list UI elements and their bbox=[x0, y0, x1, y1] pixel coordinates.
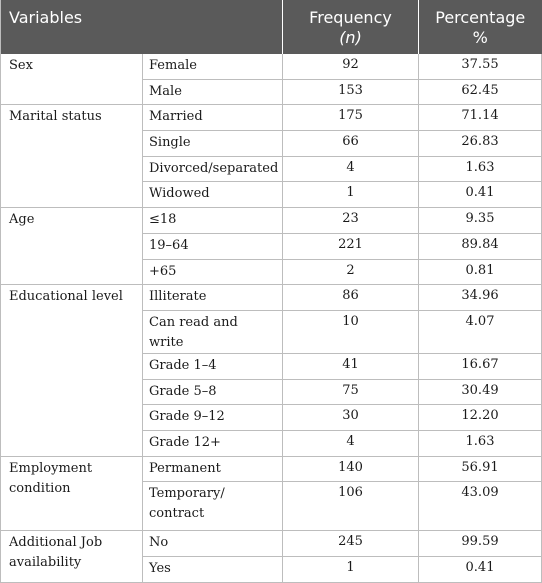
category-cell: Grade 9–12 bbox=[142, 404, 283, 431]
category-cell: 19–64 bbox=[142, 233, 283, 260]
category-cell: ≤18 bbox=[142, 207, 283, 234]
table-row: Grade 5–8 75 30.49 bbox=[1, 379, 542, 406]
table-row: 19–64 221 89.84 bbox=[1, 233, 542, 260]
frequency-cell: 2 bbox=[282, 259, 419, 286]
percentage-cell: 26.83 bbox=[418, 130, 542, 157]
frequency-cell: 10 bbox=[282, 310, 419, 354]
category-cell: No bbox=[142, 530, 283, 557]
percentage-cell: 0.81 bbox=[418, 259, 542, 286]
header-variables: Variables bbox=[0, 0, 283, 54]
frequency-cell: 66 bbox=[282, 130, 419, 157]
table-row: Grade 1–4 41 16.67 bbox=[1, 353, 542, 380]
table-row: Employment condition Permanent 140 56.91 bbox=[0, 456, 542, 532]
frequency-cell: 41 bbox=[282, 353, 419, 380]
group-label: Educational level bbox=[0, 284, 143, 457]
percentage-cell: 9.35 bbox=[418, 207, 542, 234]
percentage-cell: 12.20 bbox=[418, 404, 542, 431]
percentage-cell: 16.67 bbox=[418, 353, 542, 380]
category-cell: Grade 12+ bbox=[142, 430, 283, 457]
group-label: Age bbox=[0, 207, 143, 286]
header-frequency: Frequency (n) bbox=[282, 0, 419, 54]
percentage-cell: 56.91 bbox=[418, 456, 542, 483]
category-cell: Single bbox=[142, 130, 283, 157]
frequency-cell: 1 bbox=[282, 556, 419, 583]
category-cell: Divorced/separated bbox=[142, 156, 283, 183]
group-label: Additional Job availability bbox=[0, 530, 143, 583]
table-row: Grade 12+ 4 1.63 bbox=[1, 430, 542, 457]
percentage-cell: 0.41 bbox=[418, 556, 542, 583]
header-frequency-label: Frequency bbox=[309, 8, 392, 27]
group-label: Sex bbox=[0, 54, 143, 106]
frequency-cell: 23 bbox=[282, 207, 419, 234]
percentage-cell: 37.55 bbox=[418, 54, 542, 80]
table-row: Divorced/separated 4 1.63 bbox=[1, 156, 542, 183]
frequency-cell: 86 bbox=[282, 284, 419, 311]
category-cell: Grade 1–4 bbox=[142, 353, 283, 380]
category-cell: Married bbox=[142, 104, 283, 132]
header-percentage-unit: % bbox=[472, 28, 488, 47]
table-row: Age ≤18 23 9.35 bbox=[0, 207, 542, 286]
category-cell: Permanent bbox=[142, 456, 283, 483]
group-label: Marital status bbox=[0, 104, 143, 209]
category-cell: Male bbox=[142, 79, 283, 106]
header-percentage-label: Percentage bbox=[435, 8, 526, 27]
category-cell: Female bbox=[142, 54, 283, 80]
table-row: Widowed 1 0.41 bbox=[1, 181, 542, 209]
frequency-cell: 245 bbox=[282, 530, 419, 557]
frequency-cell: 140 bbox=[282, 456, 419, 483]
percentage-cell: 1.63 bbox=[418, 430, 542, 457]
frequency-cell: 106 bbox=[282, 481, 419, 532]
table-row: Single 66 26.83 bbox=[1, 130, 542, 157]
percentage-cell: 34.96 bbox=[418, 284, 542, 311]
table-row: Educational level Illiterate 86 34.96 bbox=[0, 284, 542, 457]
table-row: Can read and write 10 4.07 bbox=[1, 310, 542, 354]
frequency-cell: 221 bbox=[282, 233, 419, 260]
percentage-cell: 99.59 bbox=[418, 530, 542, 557]
category-cell: Can read and write bbox=[142, 310, 283, 354]
percentage-cell: 30.49 bbox=[418, 379, 542, 406]
header-row: Variables Frequency (n) Percentage % bbox=[0, 0, 542, 54]
frequency-cell: 153 bbox=[282, 79, 419, 106]
table-row: Temporary/ contract 106 43.09 bbox=[1, 481, 542, 532]
category-cell: +65 bbox=[142, 259, 283, 286]
header-percentage: Percentage % bbox=[418, 0, 542, 54]
table-body: Sex Female 92 37.55 Male 153 62.45 Marital stat… bbox=[0, 54, 542, 583]
category-cell: Widowed bbox=[142, 181, 283, 209]
percentage-cell: 4.07 bbox=[418, 310, 542, 354]
percentage-cell: 0.41 bbox=[418, 181, 542, 209]
frequency-cell: 30 bbox=[282, 404, 419, 431]
table-row: Marital status Married 175 71.14 bbox=[0, 104, 542, 209]
table-row: +65 2 0.81 bbox=[1, 259, 542, 286]
frequency-cell: 1 bbox=[282, 181, 419, 209]
frequency-cell: 4 bbox=[282, 156, 419, 183]
category-cell: Temporary/ contract bbox=[142, 481, 283, 532]
header-frequency-n: (n) bbox=[339, 28, 362, 47]
frequency-cell: 92 bbox=[282, 54, 419, 80]
frequency-cell: 4 bbox=[282, 430, 419, 457]
category-cell: Illiterate bbox=[142, 284, 283, 311]
percentage-cell: 43.09 bbox=[418, 481, 542, 532]
table-row: Male 153 62.45 bbox=[1, 79, 542, 106]
percentage-cell: 62.45 bbox=[418, 79, 542, 106]
group-label: Employment condition bbox=[0, 456, 143, 532]
frequency-cell: 175 bbox=[282, 104, 419, 132]
percentage-cell: 1.63 bbox=[418, 156, 542, 183]
percentage-cell: 71.14 bbox=[418, 104, 542, 132]
frequency-cell: 75 bbox=[282, 379, 419, 406]
percentage-cell: 89.84 bbox=[418, 233, 542, 260]
table-row: Sex Female 92 37.55 bbox=[0, 54, 542, 106]
table-row: Grade 9–12 30 12.20 bbox=[1, 404, 542, 431]
category-cell: Grade 5–8 bbox=[142, 379, 283, 406]
category-cell: Yes bbox=[142, 556, 283, 583]
table-row: Additional Job availability No 245 99.59 bbox=[0, 530, 542, 583]
